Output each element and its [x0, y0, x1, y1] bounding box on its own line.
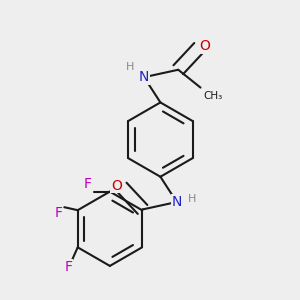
Text: N: N: [172, 195, 182, 209]
Text: O: O: [199, 39, 210, 53]
Text: F: F: [65, 260, 73, 274]
Text: H: H: [188, 194, 196, 204]
Text: CH₃: CH₃: [203, 91, 223, 100]
Text: F: F: [84, 177, 92, 191]
Text: N: N: [139, 70, 149, 84]
Text: F: F: [54, 206, 62, 220]
Text: H: H: [126, 62, 134, 72]
Text: O: O: [111, 179, 122, 193]
